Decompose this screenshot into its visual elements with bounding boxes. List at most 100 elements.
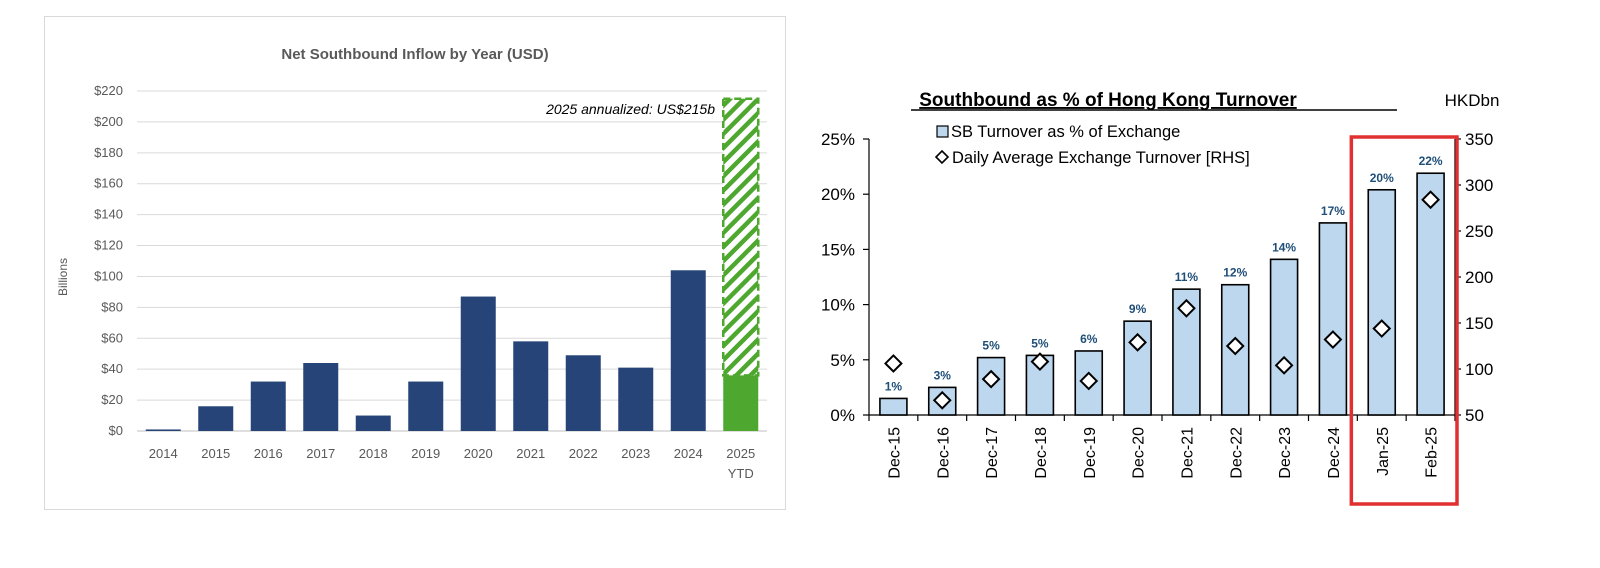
x-tick-label: 2018 (359, 446, 388, 461)
y-tick-label: $180 (94, 145, 123, 160)
x-tick-label: 2016 (254, 446, 283, 461)
y-left-tick-label: 10% (821, 296, 855, 315)
turnover-diamond (1372, 319, 1392, 338)
x-tick-label: 2021 (516, 446, 545, 461)
net-southbound-inflow-chart: Net Southbound Inflow by Year (USD) Bill… (44, 16, 786, 510)
net-southbound-inflow-svg: Net Southbound Inflow by Year (USD) Bill… (56, 46, 767, 481)
x-tick-label: 2015 (201, 446, 230, 461)
turnover-diamond (1030, 352, 1050, 372)
legend-bar-swatch (936, 125, 949, 138)
y-tick-label: $20 (101, 392, 123, 407)
data-label: 12% (1223, 266, 1247, 280)
turnover-diamond (1128, 332, 1147, 352)
data-label: 14% (1272, 240, 1296, 254)
x-tick-label: 2019 (411, 446, 440, 461)
bar (1318, 222, 1348, 416)
bar (355, 415, 391, 431)
bar (408, 381, 444, 431)
ytd-bar (723, 375, 759, 431)
x-tick-label: 2020 (464, 446, 493, 461)
x-tick-label: Dec-20 (1131, 427, 1148, 479)
legend-bar-label: SB Turnover as % of Exchange (951, 123, 1180, 141)
chart-title: Net Southbound Inflow by Year (USD) (281, 46, 548, 63)
y-tick-label: $0 (109, 423, 123, 438)
y-left-tick-label: 15% (821, 240, 855, 259)
x-tick-label: Dec-24 (1326, 427, 1343, 479)
turnover-diamond (884, 354, 903, 373)
x-tick-label: Dec-23 (1277, 427, 1294, 479)
bar (1367, 188, 1397, 416)
y-left-tick-label: 25% (821, 130, 855, 149)
data-label: 11% (1175, 270, 1199, 284)
x-tick-label: Dec-16 (935, 427, 952, 479)
x-tick-label: 2017 (306, 446, 335, 461)
y-left-tick-label: 5% (830, 351, 855, 370)
bar (303, 363, 339, 431)
x-tick-label: Feb-25 (1424, 427, 1441, 478)
highlight-box (1349, 135, 1459, 506)
x-tick-label: Jan-25 (1375, 427, 1392, 476)
turnover-diamond (932, 390, 952, 410)
southbound-turnover-chart: Southbound as % of Hong Kong Turnover HK… (800, 0, 1600, 568)
y-right-tick-label: 100 (1465, 360, 1493, 379)
bar (198, 406, 234, 431)
data-label: 1% (885, 379, 903, 393)
x-tick-label: Dec-21 (1179, 427, 1196, 479)
y-axis-label: Billions (56, 258, 70, 296)
bar (460, 296, 496, 431)
bar (1269, 258, 1299, 416)
x-tick-label: Dec-15 (886, 427, 903, 479)
data-label: 17% (1321, 204, 1345, 218)
y-tick-label: $160 (94, 176, 123, 191)
x-tick-label: 2025 (726, 446, 755, 461)
bar (1416, 172, 1445, 416)
legend-diamond-label: Daily Average Exchange Turnover [RHS] (952, 149, 1250, 167)
data-label: 5% (982, 339, 1000, 353)
x-tick-label: Dec-22 (1228, 427, 1245, 479)
annualized-bar (722, 97, 760, 377)
y-right-tick-label: 150 (1465, 314, 1493, 333)
y-right-tick-label: 200 (1465, 268, 1493, 287)
bar (565, 355, 601, 431)
turnover-diamond (1323, 330, 1343, 349)
x-tick-label: Dec-19 (1082, 427, 1099, 479)
y-right-tick-label: 350 (1465, 130, 1493, 149)
turnover-diamond (1274, 355, 1294, 375)
bar (145, 429, 181, 431)
southbound-turnover-svg: Southbound as % of Hong Kong Turnover HK… (821, 90, 1500, 506)
y-tick-label: $100 (94, 268, 123, 283)
right-axis-unit: HKDbn (1445, 91, 1500, 110)
y-tick-label: $80 (101, 299, 123, 314)
bar (618, 367, 654, 431)
bar (250, 381, 286, 431)
y-tick-label: $140 (94, 207, 123, 222)
data-label: 20% (1370, 171, 1394, 185)
turnover-diamond (1225, 336, 1245, 356)
y-tick-label: $60 (101, 330, 123, 345)
turnover-diamond (1079, 371, 1099, 391)
y-right-tick-label: 50 (1465, 406, 1484, 425)
y-right-tick-label: 250 (1465, 222, 1493, 241)
y-tick-label: $200 (94, 114, 123, 129)
bar (879, 397, 908, 416)
annualized-annotation: 2025 annualized: US$215b (545, 101, 715, 117)
y-tick-label: $40 (101, 361, 123, 376)
data-label: 5% (1031, 336, 1049, 350)
x-tick-label: 2022 (569, 446, 598, 461)
bar (513, 341, 549, 431)
y-tick-label: $120 (94, 238, 123, 253)
x-tick-label: 2024 (674, 446, 703, 461)
y-left-tick-label: 20% (821, 185, 855, 204)
bar (670, 270, 706, 431)
data-label: 3% (934, 368, 952, 382)
y-right-tick-label: 300 (1465, 176, 1493, 195)
data-label: 9% (1129, 302, 1147, 316)
y-tick-label: $220 (94, 83, 123, 98)
turnover-diamond (981, 369, 1001, 389)
x-tick-label: Dec-18 (1033, 427, 1050, 479)
chart-title: Southbound as % of Hong Kong Turnover (919, 90, 1297, 111)
x-tick-label: Dec-17 (984, 427, 1001, 479)
x-tick-label: YTD (728, 466, 754, 481)
data-label: 6% (1080, 332, 1098, 346)
x-tick-label: 2014 (149, 446, 178, 461)
